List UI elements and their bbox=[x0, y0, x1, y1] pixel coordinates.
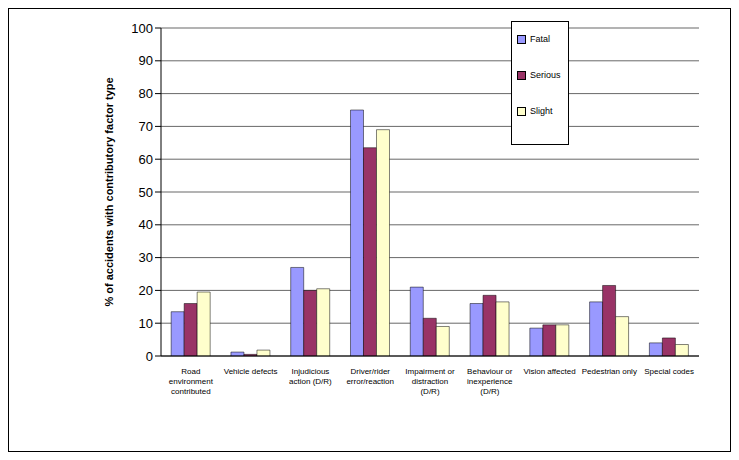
svg-text:Roadenvironmentcontributed: Roadenvironmentcontributed bbox=[169, 367, 214, 396]
svg-text:Pedestrian only: Pedestrian only bbox=[582, 367, 637, 376]
svg-text:Special codes: Special codes bbox=[644, 367, 694, 376]
svg-text:80: 80 bbox=[139, 86, 153, 101]
svg-text:60: 60 bbox=[139, 152, 153, 167]
svg-text:Driver/ridererror/reaction: Driver/ridererror/reaction bbox=[346, 367, 394, 386]
svg-text:Impairment ordistraction(D/R): Impairment ordistraction(D/R) bbox=[405, 367, 455, 396]
svg-text:30: 30 bbox=[139, 250, 153, 265]
html-text:Serious: Serious bbox=[530, 70, 561, 80]
svg-text:90: 90 bbox=[139, 53, 153, 68]
svg-text:10: 10 bbox=[139, 316, 153, 331]
svg-text:20: 20 bbox=[139, 283, 153, 298]
svg-text:50: 50 bbox=[139, 185, 153, 200]
svg-text:Behaviour orinexperience(D/R): Behaviour orinexperience(D/R) bbox=[467, 367, 513, 396]
svg-text:Vehicle defects: Vehicle defects bbox=[224, 367, 278, 376]
html-text:Fatal: Fatal bbox=[530, 34, 550, 44]
svg-text:Injudiciousaction (D/R): Injudiciousaction (D/R) bbox=[289, 367, 332, 386]
html-text:Slight: Slight bbox=[530, 106, 553, 116]
svg-text:40: 40 bbox=[139, 217, 153, 232]
svg-text:% of accidents with contributo: % of accidents with contributory factor … bbox=[103, 77, 115, 306]
svg-text:0: 0 bbox=[146, 349, 153, 364]
svg-text:100: 100 bbox=[131, 21, 153, 36]
svg-text:Vision affected: Vision affected bbox=[523, 367, 575, 376]
svg-text:70: 70 bbox=[139, 119, 153, 134]
